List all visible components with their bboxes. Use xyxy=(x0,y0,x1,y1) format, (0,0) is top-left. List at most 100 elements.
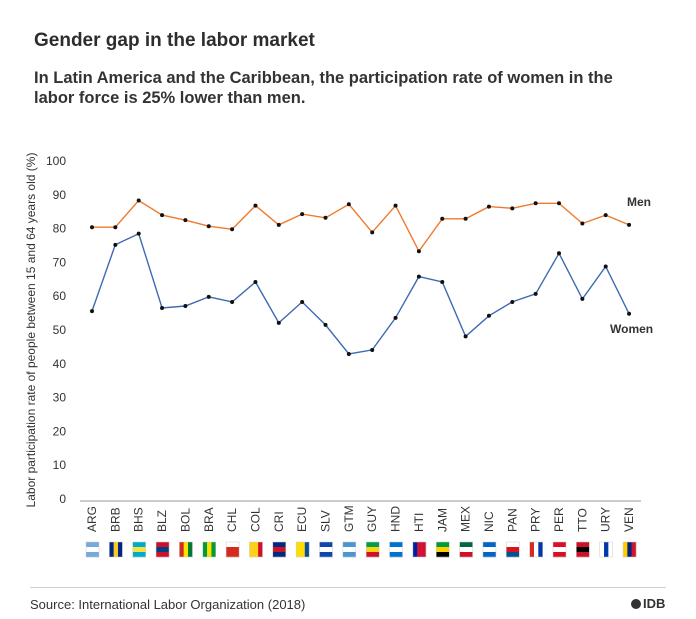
flag-stripe xyxy=(226,547,240,553)
flag-nic-icon xyxy=(482,541,497,558)
flag-stripe xyxy=(417,542,422,557)
flag-stripe xyxy=(389,552,403,558)
flag-stripe xyxy=(132,547,146,553)
flag-stripe xyxy=(296,542,301,557)
flag-bol-icon xyxy=(179,541,193,558)
y-tick-label: 30 xyxy=(53,391,67,405)
flag-ury-icon xyxy=(599,541,613,558)
x-tick-label: TTO xyxy=(575,508,589,532)
data-point-men xyxy=(276,222,281,227)
flag-border xyxy=(272,541,287,558)
flag-border xyxy=(179,541,193,558)
data-point-women xyxy=(253,280,258,285)
flag-stripe xyxy=(253,542,259,557)
x-tick-label: BRA xyxy=(202,507,216,532)
y-axis-title: Labor participation rate of people betwe… xyxy=(24,153,38,508)
x-tick-label: CHL xyxy=(225,508,239,532)
y-tick-label: 0 xyxy=(59,492,66,506)
flag-stripe xyxy=(319,552,333,558)
flag-slv-icon xyxy=(319,541,333,558)
chart-title: Gender gap in the labor market xyxy=(34,30,315,51)
flag-stripe xyxy=(482,552,496,558)
x-tick-label: ECU xyxy=(295,507,309,532)
data-point-men xyxy=(603,213,608,218)
flag-stripe xyxy=(576,547,590,553)
data-point-men xyxy=(136,198,141,203)
data-point-men xyxy=(230,227,235,232)
flag-pan-icon xyxy=(506,541,520,558)
data-point-men xyxy=(253,203,258,208)
flag-stripe xyxy=(258,542,263,557)
flag-stripe xyxy=(366,542,380,548)
flag-stripe xyxy=(342,542,356,548)
flag-stripe xyxy=(342,552,356,558)
flag-stripe xyxy=(631,542,637,557)
chart-subtitle: In Latin America and the Caribbean, the … xyxy=(34,69,613,107)
data-point-men xyxy=(300,212,305,217)
data-point-women xyxy=(416,274,421,279)
flag-stripe xyxy=(156,547,170,553)
flag-col-icon xyxy=(249,541,263,558)
x-tick-label: BHS xyxy=(132,507,146,532)
flag-stripe xyxy=(389,547,403,553)
flag-border xyxy=(202,541,216,558)
flag-stripe xyxy=(538,542,543,557)
flag-stripe xyxy=(156,542,170,548)
flag-border xyxy=(506,541,520,558)
data-point-women xyxy=(393,315,398,320)
x-tick-label: VEN xyxy=(622,507,636,532)
flag-stripe xyxy=(506,547,520,553)
flag-stripe xyxy=(342,547,356,553)
flag-stripe xyxy=(118,542,123,557)
data-point-men xyxy=(113,225,118,230)
flag-stripe xyxy=(436,547,450,553)
flag-border xyxy=(622,541,637,558)
flag-tto-icon xyxy=(576,541,590,558)
flag-stripe xyxy=(553,552,566,558)
flag-border xyxy=(249,541,263,558)
data-point-women xyxy=(603,264,608,269)
flag-stripe xyxy=(113,542,119,557)
flag-chl-icon xyxy=(225,541,240,558)
flag-stripe xyxy=(459,547,473,553)
flag-stripe xyxy=(506,552,520,558)
flag-stripe xyxy=(533,542,539,557)
flag-per-icon xyxy=(552,541,567,558)
flag-stripe xyxy=(576,552,590,558)
source-note: Source: International Labor Organization… xyxy=(30,597,306,612)
flag-jam-icon xyxy=(436,541,450,558)
x-tick-label: ARG xyxy=(85,506,99,532)
data-point-women xyxy=(160,306,165,311)
x-tick-label: PER xyxy=(552,507,566,532)
data-point-men xyxy=(160,213,165,218)
data-point-men xyxy=(393,203,398,208)
x-tick-label: BRB xyxy=(108,507,122,532)
y-tick-label: 50 xyxy=(53,323,67,337)
flag-stripe xyxy=(109,542,114,557)
flag-stripe xyxy=(226,542,240,548)
data-point-women xyxy=(346,351,351,356)
data-point-women xyxy=(440,280,445,285)
line-chart: 0 10 20 30 40 50 60 70 80 90 100 Labor participatio… xyxy=(24,153,653,558)
y-tick-label: 20 xyxy=(53,424,67,438)
data-point-men xyxy=(206,224,211,229)
flag-stripe xyxy=(319,547,333,553)
flag-stripe xyxy=(529,542,535,557)
flag-border xyxy=(389,541,403,558)
flag-stripe xyxy=(412,542,418,557)
flag-arg-icon xyxy=(85,541,100,558)
flag-stripe xyxy=(156,552,170,558)
series-line-men xyxy=(92,199,630,253)
data-point-women xyxy=(463,334,468,339)
data-point-men xyxy=(90,225,94,230)
data-point-women xyxy=(580,296,585,301)
flag-border xyxy=(482,541,497,558)
flag-border xyxy=(599,541,613,558)
data-point-women xyxy=(627,311,632,316)
flag-gtm-icon xyxy=(342,541,357,558)
data-point-men xyxy=(183,218,188,223)
flag-border xyxy=(552,541,567,558)
flag-stripe xyxy=(272,542,286,548)
data-point-men xyxy=(416,249,421,254)
data-point-women xyxy=(510,299,515,304)
